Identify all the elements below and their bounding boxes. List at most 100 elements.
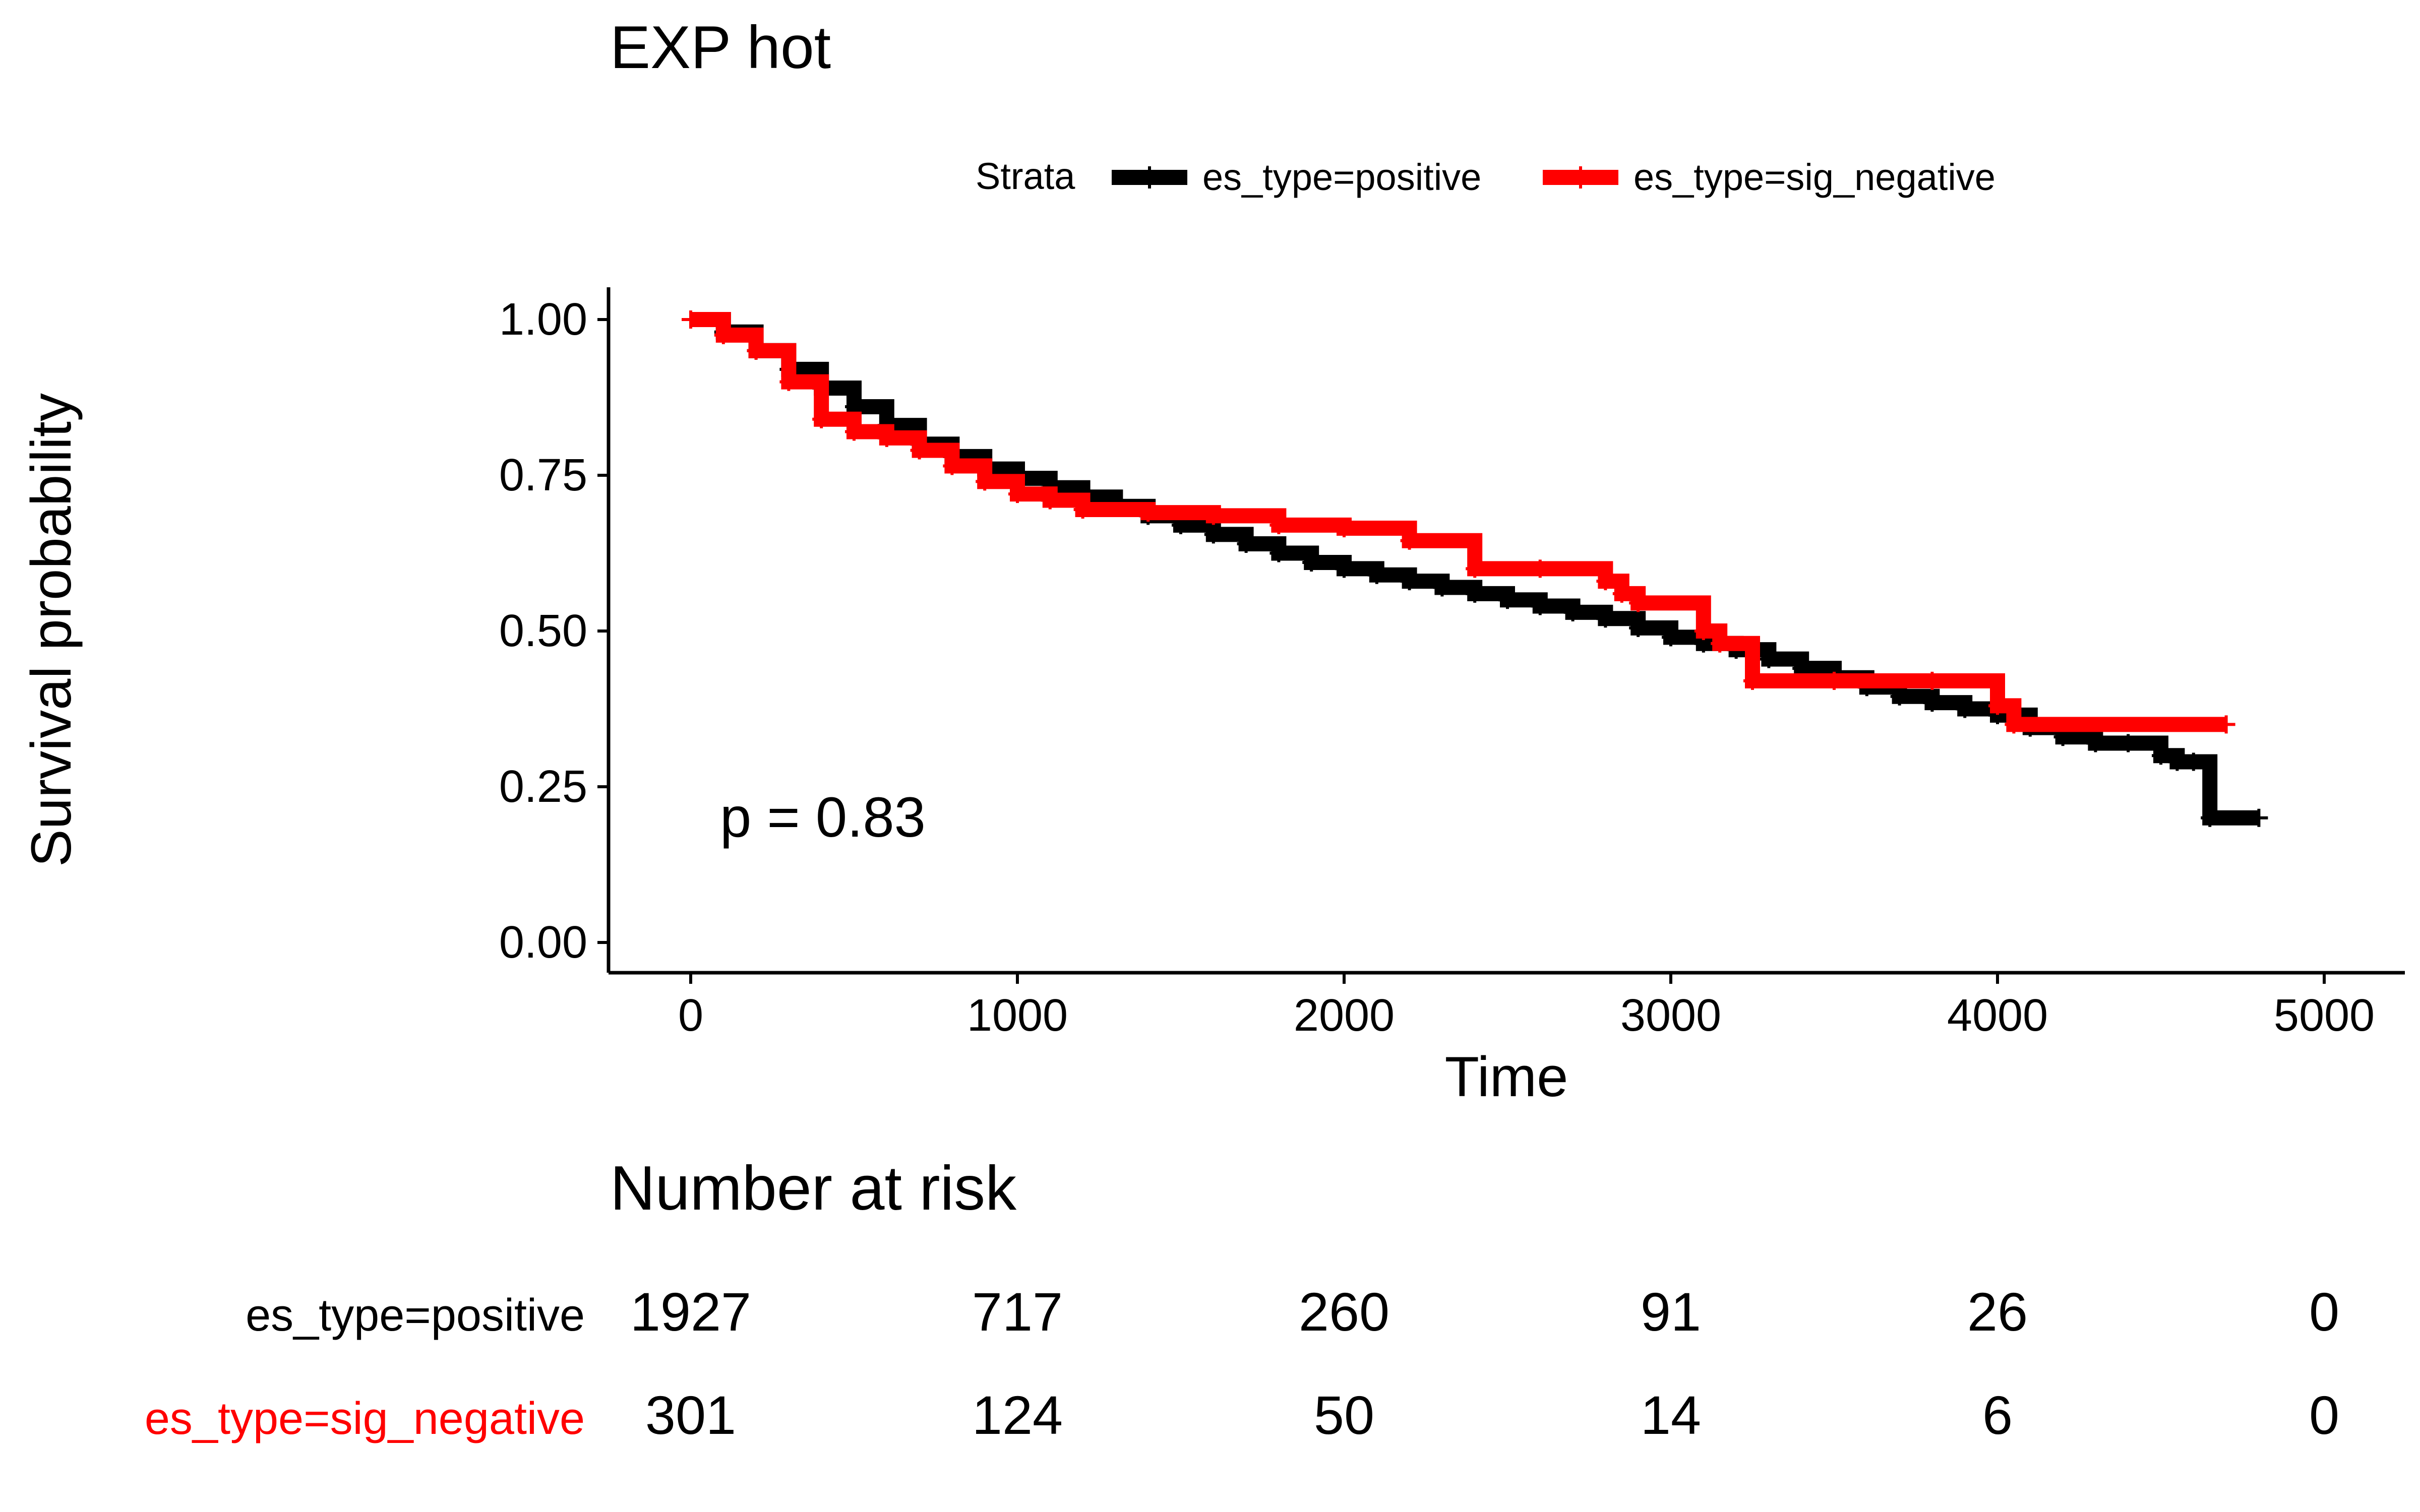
- risk-value: 717: [972, 1281, 1063, 1342]
- risk-row: es_type=positive 1927 717 260 91 26 0: [246, 1281, 2339, 1342]
- risk-value: 301: [645, 1384, 736, 1445]
- censor-mark: [1890, 687, 1909, 706]
- risk-value: 6: [1982, 1384, 2013, 1445]
- x-tick-label: 0: [678, 990, 703, 1041]
- censor-mark: [1335, 559, 1353, 578]
- censor-mark: [2168, 752, 2187, 771]
- censor-mark: [1694, 622, 1713, 640]
- censor-mark: [747, 341, 765, 360]
- x-axis-ticks: 0 1000 2000 3000 4000 5000: [678, 973, 2375, 1041]
- censor-mark: [1596, 572, 1615, 591]
- censor-mark: [2086, 734, 2105, 752]
- censor-mark: [1498, 591, 1517, 609]
- risk-value: 0: [2309, 1384, 2339, 1445]
- censor-mark: [1988, 697, 2007, 715]
- risk-value: 50: [1314, 1384, 1374, 1445]
- risk-row-label: es_type=sig_negative: [145, 1394, 585, 1444]
- censor-mark: [1433, 578, 1451, 597]
- censor-mark: [1204, 525, 1223, 544]
- censor-mark: [1008, 485, 1026, 503]
- risk-table: Number at risk es_type=positive 1927 717 26…: [145, 1154, 2339, 1445]
- censor-mark: [1073, 500, 1092, 519]
- risk-value: 26: [1967, 1281, 2028, 1342]
- censor-mark: [1629, 594, 1648, 612]
- censor-mark: [1466, 559, 1484, 578]
- censor-mark: [1531, 559, 1549, 578]
- legend-item: es_type=sig_negative: [1543, 156, 1995, 198]
- legend: Strata es_type=positive es_type=sig_negat…: [976, 155, 1995, 198]
- y-axis-ticks: 0.00 0.25 0.50 0.75 1.00: [499, 294, 609, 968]
- censor-mark: [1400, 531, 1419, 550]
- censor-mark: [1269, 516, 1288, 534]
- censor-mark: [2201, 808, 2219, 827]
- plot-area: 0.00 0.25 0.50 0.75 1.00 0 1000 2000 3000 4000 50…: [499, 287, 2405, 1041]
- risk-value: 91: [1641, 1281, 1701, 1342]
- censor-mark: [2005, 715, 2023, 734]
- censor-mark: [1041, 491, 1059, 510]
- risk-value: 260: [1299, 1281, 1389, 1342]
- censor-mark: [1400, 572, 1419, 591]
- censor-mark: [1531, 597, 1549, 615]
- x-tick-label: 4000: [1947, 990, 2048, 1041]
- censor-mark: [1825, 671, 1843, 690]
- censor-mark: [1302, 553, 1321, 572]
- risk-row: es_type=sig_negative 301 124 50 14 6 0: [145, 1384, 2339, 1445]
- y-tick-label: 0.75: [499, 450, 587, 500]
- censor-mark: [1237, 534, 1255, 553]
- censor-mark: [1204, 507, 1223, 525]
- risk-value: 1927: [630, 1281, 751, 1342]
- risk-value: 124: [972, 1384, 1063, 1445]
- censor-mark: [779, 372, 798, 391]
- x-tick-label: 1000: [967, 990, 1068, 1041]
- censor-mark: [682, 310, 700, 329]
- x-axis-label: Time: [1445, 1045, 1568, 1108]
- censor-mark: [1596, 609, 1615, 628]
- y-tick-label: 1.00: [499, 294, 587, 345]
- censor-mark: [2152, 746, 2170, 765]
- censor-mark: [1269, 544, 1288, 562]
- risk-table-title: Number at risk: [610, 1154, 1017, 1223]
- censor-mark: [2250, 808, 2268, 827]
- censor-mark: [1563, 603, 1582, 621]
- censor-mark: [1629, 618, 1648, 637]
- censor-mark: [845, 422, 863, 441]
- censor-mark: [1956, 700, 1974, 718]
- x-tick-label: 5000: [2274, 990, 2375, 1041]
- censor-mark: [877, 428, 896, 447]
- censor-mark: [976, 472, 994, 491]
- x-tick-label: 2000: [1294, 990, 1395, 1041]
- legend-item: es_type=positive: [1112, 156, 1481, 198]
- censor-mark: [1923, 671, 1942, 690]
- risk-value: 0: [2309, 1281, 2339, 1342]
- y-tick-label: 0.50: [499, 606, 587, 656]
- y-axis-label: Survival probability: [20, 393, 83, 867]
- censor-mark: [1711, 634, 1729, 653]
- censor-mark: [1367, 565, 1386, 584]
- chart-title: EXP hot: [610, 14, 831, 81]
- survival-curve-sig-negative: [691, 312, 2226, 732]
- censor-mark: [2217, 715, 2235, 734]
- censor-mark: [2184, 752, 2203, 771]
- censor-mark: [1923, 694, 1942, 712]
- censor-mark: [714, 326, 733, 344]
- censor-mark: [1466, 584, 1484, 603]
- p-value-annotation: p = 0.83: [720, 786, 926, 849]
- y-tick-label: 0.00: [499, 917, 587, 968]
- risk-value: 14: [1641, 1384, 1701, 1445]
- y-tick-label: 0.25: [499, 762, 587, 812]
- legend-label: es_type=sig_negative: [1634, 156, 1995, 198]
- censor-mark: [910, 441, 929, 460]
- censor-mark: [1139, 503, 1158, 522]
- censor-mark: [1760, 650, 1778, 668]
- x-tick-label: 3000: [1620, 990, 1721, 1041]
- censor-mark: [812, 410, 831, 428]
- legend-label: es_type=positive: [1202, 156, 1481, 198]
- censor-mark: [1335, 519, 1353, 538]
- censor-mark: [2119, 734, 2138, 752]
- censor-mark: [1743, 671, 1762, 690]
- legend-title: Strata: [976, 155, 1075, 197]
- censor-mark: [1662, 628, 1680, 647]
- censor-mark: [1612, 584, 1631, 603]
- censor-mark: [943, 457, 961, 475]
